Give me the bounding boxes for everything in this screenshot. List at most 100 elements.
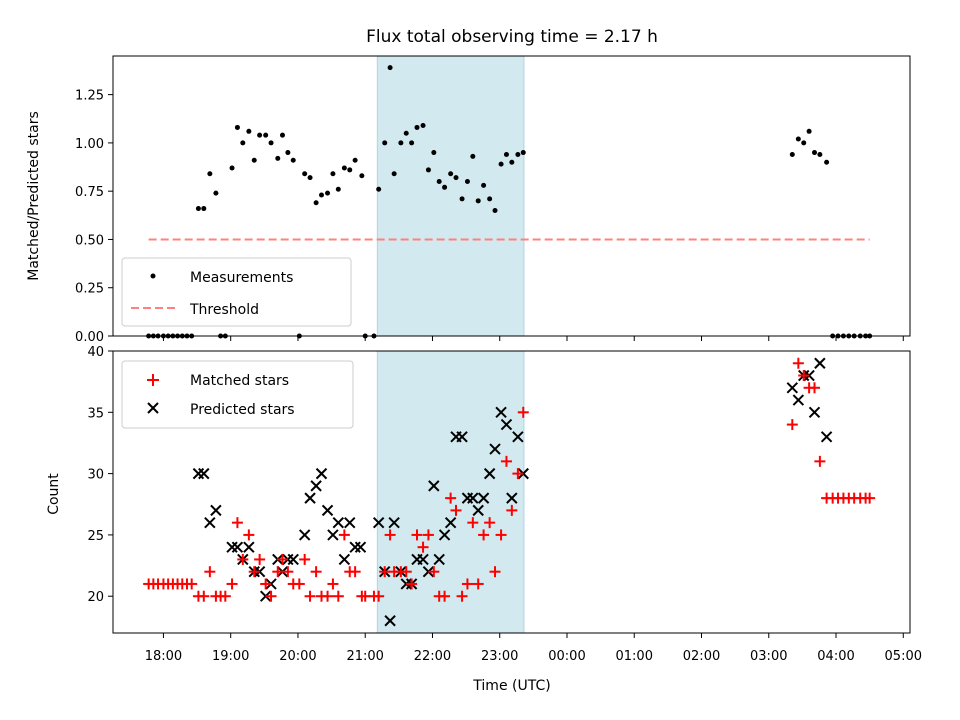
measurement-point [795, 136, 801, 142]
matched-star-point [282, 566, 294, 578]
measurement-point [391, 171, 397, 177]
measurement-point [442, 184, 448, 190]
measurement-point [409, 140, 415, 146]
measurement-point [347, 167, 353, 173]
measurement-point [492, 207, 498, 213]
measurement-point [382, 140, 388, 146]
matched-star-point [248, 566, 260, 578]
measurement-point [459, 196, 465, 202]
x-tick-label: 20:00 [279, 649, 316, 664]
matched-star-point [338, 529, 350, 541]
x-tick-label: 05:00 [885, 649, 922, 664]
matched-star-point [456, 590, 468, 602]
matched-star-point [198, 590, 210, 602]
bottom-y-tick-label: 35 [87, 406, 104, 421]
x-tick-label: 18:00 [145, 649, 182, 664]
predicted-star-point [477, 492, 490, 504]
matched-star-point [461, 578, 473, 590]
x-tick-label: 03:00 [750, 649, 787, 664]
matched-star-point [293, 578, 305, 590]
matched-star-point [349, 566, 361, 578]
legend-measurements-label: Measurements [190, 270, 293, 286]
measurement-point [201, 206, 207, 212]
predicted-star-point [512, 431, 524, 443]
predicted-star-point [820, 431, 833, 443]
measurement-point [251, 157, 257, 163]
measurement-point [302, 171, 308, 177]
predicted-star-point [472, 504, 484, 517]
bottom-y-tick-label: 40 [87, 345, 104, 360]
matched-star-point [472, 578, 484, 590]
measurement-point [420, 123, 426, 129]
predicted-star-point [792, 394, 805, 406]
measurement-point [207, 171, 213, 177]
matched-star-point [467, 517, 479, 529]
predicted-star-point [338, 553, 351, 566]
legend-matched-label: Matched stars [190, 373, 289, 389]
predicted-star-point [808, 406, 821, 419]
predicted-star-point [344, 516, 356, 529]
bottom-y-tick-label: 25 [87, 529, 104, 544]
predicted-star-point [321, 504, 334, 517]
matched-star-point [299, 553, 311, 565]
matched-star-point [384, 529, 396, 541]
matched-star-point [231, 517, 243, 529]
predicted-star-point [388, 516, 400, 529]
matched-star-point [786, 419, 798, 431]
bottom-legend: Matched stars Predicted stars [121, 360, 354, 429]
x-tick-label: 00:00 [548, 649, 585, 664]
predicted-star-point [428, 480, 440, 492]
predicted-star-point [204, 516, 216, 529]
measurement-point [475, 198, 481, 204]
top-legend-box [121, 257, 352, 327]
legend-measurements-marker [150, 273, 156, 279]
x-tick-label: 22:00 [414, 649, 451, 664]
measurement-point [481, 182, 487, 188]
measurement-point [359, 173, 365, 179]
predicted-star-point [444, 516, 457, 529]
measurement-point [398, 140, 404, 146]
measurement-point [229, 165, 235, 171]
bottom-y-axis-label: Count [46, 473, 62, 515]
measurement-point [801, 140, 807, 146]
predicted-star-point [304, 492, 316, 504]
measurement-point [313, 200, 319, 206]
matched-star-point [260, 578, 272, 590]
predicted-star-point [489, 443, 501, 455]
measurement-point [436, 179, 442, 185]
matched-star-point [495, 529, 507, 541]
legend-predicted-label: Predicted stars [190, 402, 295, 418]
measurement-point [824, 159, 830, 165]
measurement-point [453, 175, 459, 181]
bottom-panel-frame [112, 350, 911, 634]
predicted-star-point [456, 431, 468, 443]
matched-star-point [489, 566, 501, 578]
predicted-star-point [315, 467, 328, 480]
top-observing-window-shade [376, 55, 525, 337]
bottom-observing-window-shade [376, 350, 525, 634]
top-y-tick-label: 0.75 [75, 185, 104, 200]
top-y-tick-label: 1.00 [75, 137, 104, 152]
predicted-star-point [786, 382, 799, 394]
predicted-star-point [467, 492, 479, 504]
matched-star-point [422, 529, 434, 541]
matched-star-point [500, 455, 512, 467]
measurement-point [509, 159, 515, 165]
top-panel-frame [112, 55, 911, 337]
measurement-point [387, 65, 393, 71]
measurement-point [285, 150, 291, 156]
top-panel: 0.00 0.25 0.50 0.75 1.00 1.25 Matched/Predict… [26, 55, 911, 345]
measurement-point [246, 128, 252, 134]
measurement-point [234, 124, 240, 130]
bottom-panel: 20 25 30 35 40 18:00 19:00 20:00 21:00 22:00 23:0… [46, 345, 922, 694]
predicted-star-point [327, 529, 339, 541]
matched-star-point [484, 517, 496, 529]
predicted-star-point [310, 480, 322, 492]
predicted-star-point [231, 541, 244, 553]
measurement-point [520, 150, 526, 156]
matched-star-point [327, 578, 339, 590]
measurement-point [376, 186, 382, 192]
predicted-star-point [483, 467, 496, 480]
chart-title: Flux total observing time = 2.17 h [366, 27, 658, 47]
predicted-star-point [500, 418, 513, 431]
